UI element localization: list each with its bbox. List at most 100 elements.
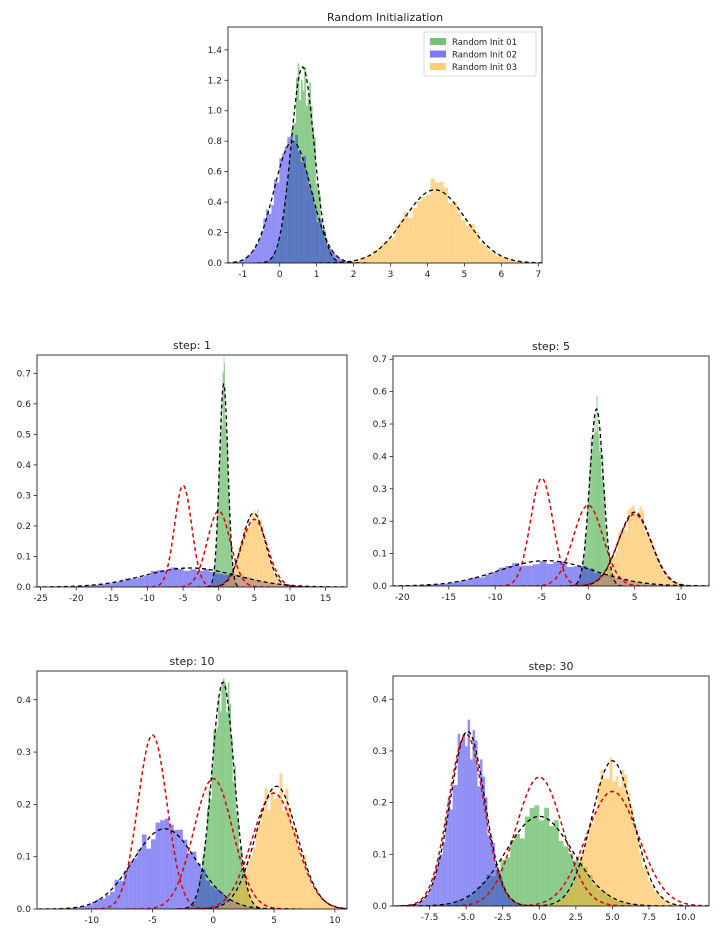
true-density-curve [433, 776, 645, 906]
histogram-bar [270, 561, 273, 587]
x-tick-label: -20 [69, 594, 84, 604]
histogram-bar [558, 900, 562, 906]
histogram-bar [229, 501, 230, 587]
histogram-bar [450, 582, 458, 586]
histogram-bar [313, 205, 317, 263]
histogram-bar [657, 893, 661, 906]
y-tick-label: 0.2 [17, 800, 31, 810]
histogram-bar [585, 535, 587, 586]
histogram-bar [461, 220, 466, 263]
x-tick-label: -2.5 [494, 913, 512, 923]
histogram-bar [672, 580, 675, 586]
histogram-bar [519, 838, 525, 906]
histogram-bar [289, 136, 293, 263]
histogram-bar [615, 776, 619, 906]
histogram-bar [457, 581, 465, 586]
histogram-bar [634, 513, 637, 586]
histogram-bar [219, 466, 221, 587]
histogram-bar [279, 158, 283, 263]
histogram-bar [224, 683, 227, 909]
histogram-bar [675, 904, 679, 906]
x-tick-label: 0 [277, 270, 283, 280]
histogram-bar [514, 902, 518, 906]
histogram-bar [246, 862, 250, 909]
histogram-bar [662, 573, 666, 586]
histogram-bar [624, 774, 628, 906]
y-tick-label: 0.1 [17, 552, 31, 562]
histogram-bar [91, 584, 99, 587]
histogram-bar [191, 851, 197, 909]
y-tick-label: 0.6 [17, 400, 32, 410]
histogram-bar [584, 534, 586, 586]
histogram-bar [119, 880, 124, 909]
histogram-bar [85, 585, 92, 587]
histogram-bar [219, 711, 222, 909]
histogram-bar [672, 904, 676, 906]
histogram-bar [324, 237, 328, 263]
histogram-bar [242, 260, 245, 263]
histogram-bar [245, 529, 247, 587]
y-tick-label: 0.5 [373, 420, 387, 430]
histogram-bar [309, 82, 311, 263]
y-tick-label: 0.0 [373, 902, 388, 912]
histogram-bar [603, 484, 605, 586]
histogram-bar [216, 573, 224, 587]
histogram-bar [596, 395, 598, 586]
histogram-bar [399, 220, 404, 263]
histogram-bar [229, 521, 231, 587]
histogram-bar [456, 213, 462, 263]
axes-frame [227, 26, 543, 264]
histogram-bar [157, 570, 164, 587]
histogram-bar [620, 530, 623, 586]
histogram-bar [252, 846, 256, 909]
histogram-bar [487, 250, 493, 263]
y-tick-label: 0.4 [17, 696, 32, 706]
histogram-bar [173, 829, 179, 909]
histogram-bar [216, 906, 220, 909]
histogram-bar [104, 583, 112, 587]
x-tick-label: 10.0 [676, 913, 696, 923]
plot-area [37, 356, 347, 587]
histogram-bar [248, 515, 251, 587]
legend-label: Random Init 03 [452, 63, 517, 73]
histogram-bar [216, 540, 217, 587]
histogram-bar [434, 182, 440, 263]
histogram-bar [292, 142, 296, 263]
histogram-bar [285, 585, 288, 587]
histogram-bar [494, 868, 498, 906]
histogram-bar [395, 225, 400, 263]
histogram-bar [674, 583, 677, 586]
histogram-bar [284, 146, 288, 263]
histogram-bar [251, 515, 254, 587]
histogram-bar [445, 818, 448, 906]
histogram-bar [306, 872, 310, 909]
histogram-bar [410, 905, 413, 906]
histogram-bar [243, 527, 246, 587]
histogram-bar [238, 547, 241, 587]
true-density-curve [175, 792, 347, 909]
y-tick-label: 0.2 [373, 799, 387, 809]
histogram-bar [602, 454, 604, 586]
fitted-density-curve [398, 730, 537, 906]
histogram-bar [421, 197, 427, 263]
chart-title: step: 5 [532, 340, 570, 353]
fitted-density-curve [38, 828, 292, 909]
histogram-bar [150, 570, 158, 587]
histogram-bar [430, 886, 433, 906]
histogram-bar [448, 202, 453, 263]
x-tick-label: -10 [140, 594, 155, 604]
histogram-bar [219, 585, 222, 587]
histogram-bar [587, 568, 595, 586]
histogram-bar [239, 260, 243, 263]
histogram-bar [222, 373, 224, 587]
histogram-bar [280, 582, 283, 587]
histogram-bar [615, 551, 619, 586]
chart-title: step: 10 [170, 655, 215, 668]
histogram-bar [465, 225, 471, 263]
histogram-bar [163, 570, 171, 587]
x-tick-label: 10 [284, 594, 296, 604]
histogram-bar [599, 451, 601, 586]
histogram-bar [604, 493, 606, 586]
x-tick-label: -5 [537, 593, 546, 603]
x-tick-label: 5 [632, 593, 638, 603]
